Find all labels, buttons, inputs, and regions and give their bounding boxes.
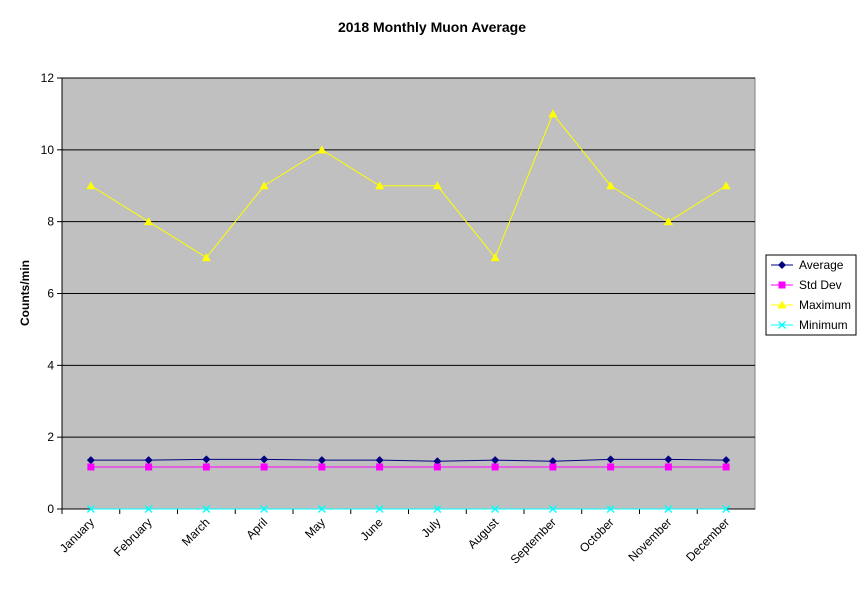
legend-box xyxy=(765,254,857,336)
marker xyxy=(663,217,673,226)
marker xyxy=(144,456,153,465)
marker xyxy=(491,505,500,513)
legend-label: Std Dev xyxy=(799,278,842,292)
marker xyxy=(433,463,441,471)
marker xyxy=(87,463,95,471)
x-tick-label: February xyxy=(111,515,155,559)
marker xyxy=(433,505,442,513)
marker xyxy=(606,455,615,464)
marker xyxy=(491,463,499,471)
marker xyxy=(548,109,558,118)
marker xyxy=(144,217,154,226)
x-tick-label: August xyxy=(465,515,502,552)
chart-title: 2018 Monthly Muon Average xyxy=(338,19,526,35)
series-line xyxy=(90,458,727,462)
y-tick-label: 6 xyxy=(47,287,54,301)
marker xyxy=(664,455,673,464)
y-tick-label: 4 xyxy=(47,358,54,372)
marker xyxy=(202,463,210,471)
marker xyxy=(491,456,500,465)
legend-label: Minimum xyxy=(799,318,848,332)
marker xyxy=(260,505,269,513)
marker xyxy=(722,456,731,465)
marker xyxy=(259,181,269,190)
y-tick-label: 8 xyxy=(47,215,54,229)
marker xyxy=(317,145,327,154)
marker xyxy=(606,181,616,190)
marker xyxy=(664,505,673,513)
marker xyxy=(778,321,786,329)
marker xyxy=(260,455,269,464)
marker xyxy=(375,505,384,513)
marker xyxy=(260,463,268,471)
marker xyxy=(777,300,787,309)
marker xyxy=(664,463,672,471)
x-tick-label: July xyxy=(419,515,444,540)
x-tick-label: January xyxy=(57,515,97,555)
marker xyxy=(318,463,326,471)
marker xyxy=(490,253,500,262)
series xyxy=(86,455,731,466)
series xyxy=(86,505,731,513)
marker xyxy=(201,253,211,262)
marker xyxy=(86,456,95,465)
x-tick-label: September xyxy=(508,515,559,566)
marker xyxy=(433,457,442,466)
marker xyxy=(778,261,786,269)
marker xyxy=(202,455,211,464)
marker xyxy=(549,463,557,471)
marker xyxy=(432,181,442,190)
marker xyxy=(202,505,211,513)
marker xyxy=(317,456,326,465)
marker xyxy=(375,456,384,465)
marker xyxy=(144,505,153,513)
y-axis-label: Counts/min xyxy=(18,260,32,326)
y-tick-label: 10 xyxy=(41,143,55,157)
x-tick-label: March xyxy=(179,515,212,548)
marker xyxy=(86,505,95,513)
marker xyxy=(607,463,615,471)
x-tick-label: December xyxy=(683,515,732,564)
marker xyxy=(606,505,615,513)
x-tick-label: April xyxy=(243,515,270,542)
y-tick-label: 2 xyxy=(47,430,54,444)
x-tick-label: May xyxy=(302,515,328,541)
marker xyxy=(145,463,153,471)
x-tick-label: November xyxy=(625,515,674,564)
marker xyxy=(722,505,731,513)
y-tick-label: 12 xyxy=(41,71,55,85)
marker xyxy=(722,463,730,471)
marker xyxy=(548,505,557,513)
y-tick-label: 0 xyxy=(47,502,54,516)
marker xyxy=(721,181,731,190)
series-line xyxy=(90,112,727,259)
marker xyxy=(376,463,384,471)
marker xyxy=(375,181,385,190)
marker xyxy=(548,457,557,466)
series xyxy=(86,109,731,262)
legend-label: Average xyxy=(799,258,844,272)
x-tick-label: October xyxy=(577,515,617,555)
x-tick-label: June xyxy=(357,515,386,544)
legend-label: Maximum xyxy=(799,298,851,312)
marker xyxy=(778,281,786,289)
series xyxy=(87,463,730,471)
marker xyxy=(86,181,96,190)
marker xyxy=(317,505,326,513)
